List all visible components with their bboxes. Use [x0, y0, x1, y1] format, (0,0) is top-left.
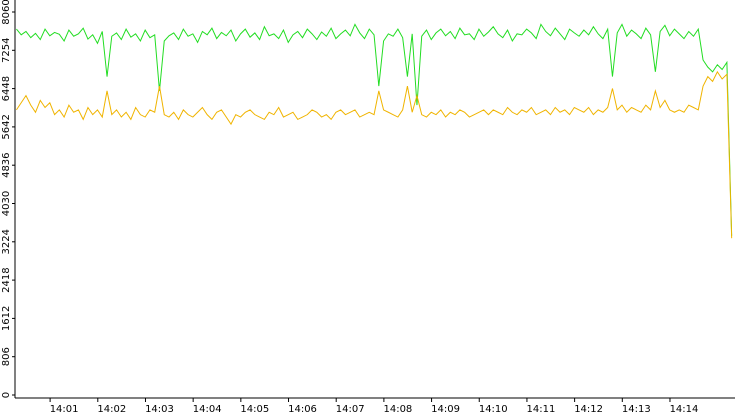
- x-tick-label: 14:02: [97, 404, 126, 415]
- y-tick-label: 7254: [1, 38, 12, 63]
- x-tick-label: 14:14: [670, 404, 699, 415]
- y-tick-label: 5642: [1, 114, 12, 139]
- y-tick-label: 8060: [1, 0, 12, 25]
- x-tick-label: 14:03: [145, 404, 174, 415]
- y-tick-label: 0: [1, 392, 12, 398]
- data-line: [16, 70, 733, 239]
- x-tick-label: 14:09: [431, 404, 460, 415]
- x-tick-label: 14:13: [622, 404, 651, 415]
- x-tick-label: 14:08: [383, 404, 412, 415]
- y-tick-label: 806: [1, 347, 12, 366]
- x-tick-label: 14:12: [574, 404, 603, 415]
- x-tick-label: 14:04: [193, 404, 222, 415]
- x-tick-label: 14:07: [336, 404, 365, 415]
- y-tick-label: 1612: [1, 306, 12, 331]
- x-tick-label: 14:06: [288, 404, 317, 415]
- y-tick-label: 6448: [1, 76, 12, 101]
- data-line: [16, 23, 733, 236]
- x-tick-label: 14:10: [479, 404, 508, 415]
- y-tick-label: 4030: [1, 191, 12, 216]
- y-tick-label: 4836: [1, 152, 12, 177]
- y-tick-label: 3224: [1, 229, 12, 254]
- x-tick-label: 14:01: [50, 404, 79, 415]
- y-tick-label: 2418: [1, 267, 12, 292]
- x-tick-label: 14:05: [240, 404, 269, 415]
- x-tick-label: 14:11: [527, 404, 556, 415]
